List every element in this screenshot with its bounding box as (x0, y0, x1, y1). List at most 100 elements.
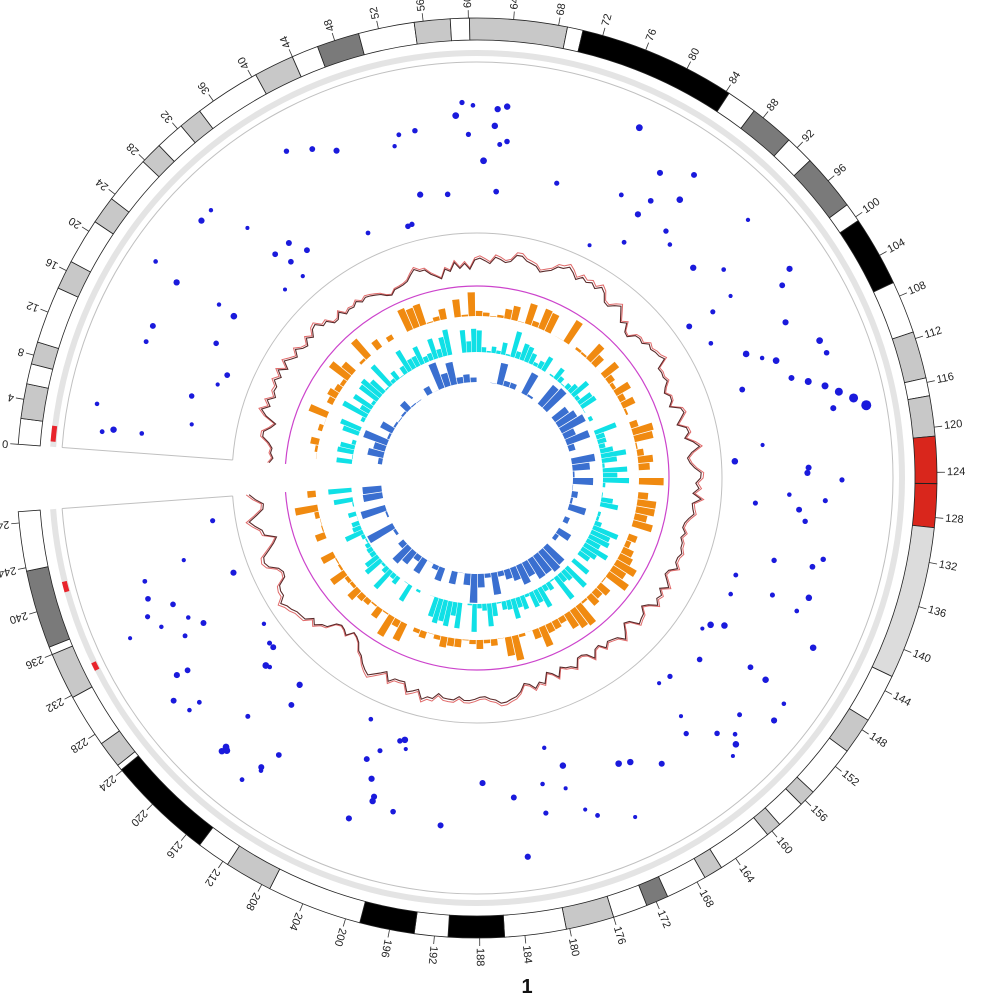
orange-hist-bar-109 (447, 637, 455, 646)
scatter-point-81 (684, 731, 689, 736)
scatter-point-89 (806, 465, 812, 471)
scatter-point-114 (700, 627, 704, 631)
scatter-point-142 (110, 426, 116, 432)
scatter-point-52 (245, 714, 250, 719)
cyan-hist-bar-18 (385, 387, 389, 391)
tick-label-30: 120 (943, 418, 963, 432)
scatter-point-149 (619, 193, 624, 198)
orange-hist-bar-136 (314, 512, 320, 519)
blue-hist-bar-20 (463, 374, 470, 383)
blue-hist-bar-10 (400, 401, 411, 412)
tick-label-25: 100 (860, 196, 882, 216)
tick-label-38: 152 (839, 768, 861, 789)
tick-mark-36 (885, 691, 892, 695)
scatter-point-130 (761, 443, 765, 447)
tick-mark-54 (181, 834, 186, 840)
scatter-tail-4 (849, 393, 858, 402)
orange-hist-bar-111 (433, 634, 440, 640)
cyan-hist-bar-58 (561, 383, 565, 387)
orange-hist-bar-126 (345, 576, 352, 583)
blue-hist-bar-19 (457, 377, 464, 384)
orange-hist-bar-60 (624, 408, 629, 415)
tick-mark-28 (915, 336, 923, 338)
blue-hist-bar-15 (433, 390, 438, 393)
orange-hist-bar-105 (477, 640, 484, 649)
scatter-point-132 (830, 405, 836, 411)
scatter-point-163 (721, 267, 726, 272)
tick-label-28: 112 (923, 324, 943, 341)
cyan-hist-bar-36 (460, 330, 467, 353)
cyan-hist-bar-39 (477, 330, 482, 352)
tick-label-51: 204 (286, 911, 304, 933)
cyan-hist-bar-5 (352, 440, 357, 445)
orange-hist-bar-112 (428, 632, 434, 634)
tick-label-45: 180 (566, 937, 581, 957)
band-29 (892, 332, 926, 383)
scatter-point-70 (216, 382, 220, 386)
scatter-point-95 (525, 854, 531, 860)
scatter-point-148 (495, 106, 501, 112)
blue-hist-bar-45 (573, 478, 593, 485)
orange-hist-bar-33 (468, 292, 476, 316)
tick-mark-43 (656, 902, 659, 909)
band-47 (503, 908, 566, 938)
scatter-point-154 (560, 762, 566, 768)
orange-hist-bar-16 (359, 358, 366, 364)
cyan-hist-bar-44 (501, 342, 508, 355)
orange-hist-bar-89 (581, 598, 587, 604)
orange-hist-bar-67 (638, 455, 654, 463)
scatter-point-137 (543, 810, 548, 815)
scatter-point-2 (657, 170, 663, 176)
blue-hist-bar-40 (567, 444, 575, 452)
cyan-hist-bar-65 (583, 409, 586, 413)
scatter-point-58 (804, 470, 810, 476)
scatter-point-104 (297, 683, 302, 688)
orange-hist-bar-42 (532, 321, 540, 328)
scatter-point-1 (412, 128, 417, 133)
scatter-point-23 (796, 507, 802, 513)
tick-label-35: 140 (911, 648, 933, 666)
blue-hist-bar-51 (563, 516, 570, 524)
orange-hist-bar-106 (469, 640, 476, 644)
orange-hist-bar-107 (462, 639, 468, 640)
orange-hist-bar-53 (596, 368, 600, 373)
scatter-point-65 (466, 132, 471, 137)
scatter-point-139 (301, 274, 305, 278)
blue-hist-bar-47 (571, 491, 578, 498)
tick-mark-46 (525, 935, 526, 943)
tick-label-43: 172 (655, 909, 673, 931)
cyan-hist-bar-153 (357, 516, 359, 520)
orange-hist-bar-103 (491, 639, 498, 646)
scatter-point-103 (364, 756, 370, 762)
scatter-point-77 (452, 112, 459, 119)
scatter-point-43 (445, 192, 451, 198)
tick-mark-60 (29, 612, 37, 614)
blue-hist-bar-71 (449, 571, 458, 585)
blue-hist-bar-64 (497, 570, 504, 576)
orange-hist-bar-110 (439, 636, 448, 648)
tick-mark-14 (422, 13, 423, 21)
scatter-point-145 (95, 402, 100, 407)
scatter-point-127 (240, 777, 245, 782)
tick-mark-62 (11, 523, 19, 524)
scatter-point-47 (633, 815, 637, 819)
orange-hist-bar-17 (351, 339, 371, 360)
band-0 (18, 418, 42, 446)
tick-label-14: 56 (415, 0, 428, 12)
blue-hist-bar-49 (568, 504, 587, 515)
scatter-point-119 (779, 282, 785, 288)
orange-hist-bar-79 (624, 540, 631, 548)
blue-hist-bar-76 (413, 557, 427, 574)
tick-mark-4 (59, 267, 66, 271)
guide-outer (62, 62, 893, 894)
orange-hist-bar-47 (563, 320, 582, 345)
tick-label-12: 48 (322, 18, 337, 33)
blue-hist-bar-44 (573, 471, 575, 477)
scatter-point-121 (839, 477, 844, 482)
scatter-point-76 (728, 294, 732, 298)
chromosome-label: 1 (521, 976, 532, 998)
scatter-point-62 (479, 780, 485, 786)
tick-mark-44 (614, 917, 616, 925)
tick-label-17: 68 (554, 2, 568, 16)
scatter-point-24 (200, 620, 206, 626)
